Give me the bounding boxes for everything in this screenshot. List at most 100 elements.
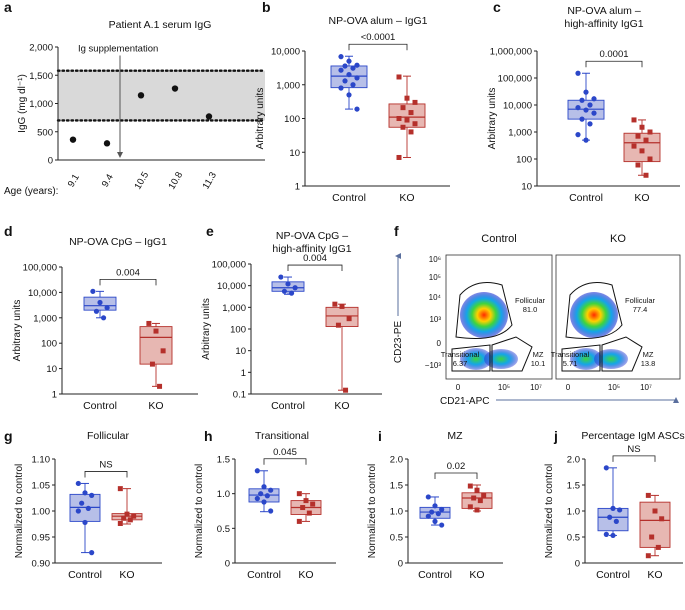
data-point: [425, 494, 431, 500]
data-point: [408, 129, 414, 135]
y-axis-label: Normalized to control: [544, 464, 555, 558]
data-point: [89, 492, 95, 498]
x-axis-label: Age (years):: [4, 186, 58, 197]
box-iqr: [325, 306, 359, 327]
chart-subtitle: high-affinity IgG1: [272, 243, 351, 255]
y-tick-label: 1.00: [32, 507, 51, 518]
data-point: [583, 137, 589, 143]
data-point: [429, 509, 435, 515]
data-point: [617, 507, 623, 513]
data-point: [432, 518, 438, 525]
panel-label: e: [206, 223, 214, 239]
box-iqr: [388, 103, 426, 128]
data-point: [439, 522, 445, 528]
p-value-label: NS: [627, 444, 640, 455]
y-tick-label: 10: [235, 346, 246, 357]
data-point: [268, 508, 274, 514]
gate-value: 10.1: [531, 359, 546, 368]
data-point: [285, 281, 291, 287]
x-tick-label: 10.5: [132, 170, 151, 192]
data-point: [647, 129, 653, 135]
annotation-label: Ig supplementation: [78, 43, 158, 54]
data-point: [146, 320, 152, 326]
data-point: [75, 480, 81, 487]
data-point: [477, 498, 483, 504]
panel-label: b: [262, 0, 271, 15]
data-point: [579, 116, 585, 122]
data-point: [643, 137, 649, 143]
data-point: [587, 102, 593, 108]
gate-name: MZ: [643, 350, 654, 359]
data-point: [607, 514, 613, 520]
chart-title: Percentage IgM ASCs: [581, 430, 684, 442]
flow-x-tick-label: 10⁵: [608, 383, 620, 392]
y-tick-label: 1.5: [217, 455, 230, 466]
follicular-gate: [565, 282, 623, 339]
data-point: [412, 121, 418, 127]
y-axis-label: Normalized to control: [367, 464, 378, 558]
transitional-gate: [451, 344, 491, 372]
x-tick-label: 9.4: [100, 172, 116, 189]
data-point: [264, 493, 270, 499]
chart-h: 0 0.5 1.0 1.5 Normalized to control h Transiti…: [194, 428, 336, 581]
x-category-label: KO: [647, 569, 662, 581]
flow-x-tick-label: 10⁷: [640, 383, 652, 392]
y-tick-label: 1.05: [32, 481, 51, 492]
box-iqr: [461, 492, 493, 509]
y-tick-label: 100,000: [212, 260, 246, 271]
x-category-label: Control: [68, 569, 102, 581]
panel-label: g: [4, 428, 13, 444]
flow-y-tick-label: 10⁶: [429, 255, 441, 264]
data-point: [89, 550, 95, 556]
y-tick-label: 100: [41, 339, 57, 350]
x-category-label: KO: [634, 192, 649, 204]
y-tick-label: 0.5: [217, 524, 230, 535]
x-category-label: KO: [148, 400, 163, 412]
annotation-arrowhead: [117, 152, 123, 158]
data-point: [649, 534, 655, 540]
data-point: [104, 305, 110, 311]
mz-gate: [601, 336, 643, 372]
data-point: [205, 113, 213, 120]
data-point: [171, 85, 179, 92]
significance-bracket: [287, 264, 343, 272]
data-point: [97, 299, 103, 306]
data-point: [583, 107, 589, 113]
follicular-gate: [455, 282, 513, 339]
mz-population: [484, 349, 518, 369]
data-point: [474, 487, 480, 493]
data-point: [153, 328, 159, 334]
flow-y-tick-label: −10³: [425, 361, 442, 370]
significance-bracket: [348, 43, 408, 51]
data-point: [645, 492, 651, 498]
data-point: [82, 490, 88, 496]
x-tick-label: 9.1: [66, 172, 82, 189]
data-point: [157, 383, 163, 389]
y-tick-label: 0.90: [32, 559, 51, 570]
flow-panel: f ControlFollicular81.0Transitional6.37MZ…: [393, 223, 681, 407]
x-category-label: Control: [271, 400, 305, 412]
data-point: [346, 316, 352, 322]
p-value-label: <0.0001: [361, 32, 396, 43]
data-point: [342, 63, 348, 69]
panel-label: i: [378, 428, 382, 444]
data-point: [354, 75, 360, 81]
x-category-label: Control: [332, 192, 366, 204]
gate-value: 6.37: [453, 359, 468, 368]
data-point: [639, 124, 645, 130]
data-point: [400, 105, 406, 111]
y-tick-label: 0.1: [233, 390, 246, 401]
y-tick-label: 1.5: [390, 481, 403, 492]
y-tick-label: 1.10: [32, 455, 51, 466]
chart-title: NP-OVA alum –: [567, 5, 640, 17]
gate-value: 5.71: [563, 359, 578, 368]
chart-j: 0 0.5 1.0 1.5 2.0 Normalized to control j Perce…: [544, 428, 685, 581]
gate-value: 77.4: [633, 305, 648, 314]
y-axis-label: IgG (mg dl⁻¹): [17, 74, 28, 133]
y-tick-label: 2,000: [29, 43, 53, 54]
data-point: [425, 513, 431, 519]
y-tick-label: 10,000: [217, 281, 246, 292]
y-tick-label: 1,000,000: [490, 47, 532, 58]
y-tick-label: 0: [48, 156, 53, 167]
data-point: [254, 495, 260, 502]
